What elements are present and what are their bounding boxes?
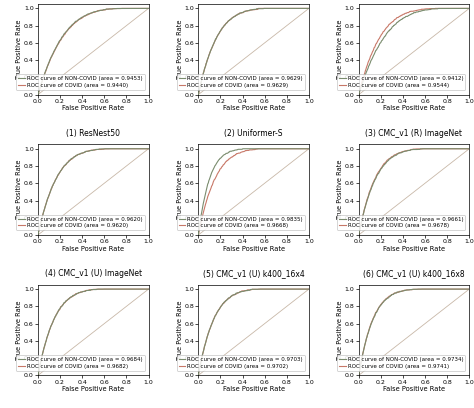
Legend: ROC curve of NON-COVID (area = 0.9412), ROC curve of COVID (area = 0.9544): ROC curve of NON-COVID (area = 0.9412), … <box>337 74 465 90</box>
X-axis label: False Positive Rate: False Positive Rate <box>222 246 285 252</box>
Y-axis label: True Positive Rate: True Positive Rate <box>177 20 183 79</box>
X-axis label: False Positive Rate: False Positive Rate <box>383 386 445 392</box>
Legend: ROC curve of NON-COVID (area = 0.9453), ROC curve of COVID (area = 0.9440): ROC curve of NON-COVID (area = 0.9453), … <box>16 74 145 90</box>
Y-axis label: True Positive Rate: True Positive Rate <box>337 300 343 360</box>
Text: (2) Uniformer-S: (2) Uniformer-S <box>224 129 283 138</box>
Text: (3) CMC_v1 (R) ImageNet: (3) CMC_v1 (R) ImageNet <box>365 129 463 138</box>
Text: (1) ResNest50: (1) ResNest50 <box>66 129 120 138</box>
Text: (4) CMC_v1 (U) ImageNet: (4) CMC_v1 (U) ImageNet <box>45 269 142 278</box>
Y-axis label: True Positive Rate: True Positive Rate <box>337 20 343 79</box>
Legend: ROC curve of NON-COVID (area = 0.9703), ROC curve of COVID (area = 0.9702): ROC curve of NON-COVID (area = 0.9703), … <box>177 355 305 371</box>
X-axis label: False Positive Rate: False Positive Rate <box>222 386 285 392</box>
Y-axis label: True Positive Rate: True Positive Rate <box>177 160 183 220</box>
Y-axis label: True Positive Rate: True Positive Rate <box>17 300 22 360</box>
Legend: ROC curve of NON-COVID (area = 0.9661), ROC curve of COVID (area = 0.9678): ROC curve of NON-COVID (area = 0.9661), … <box>337 215 465 231</box>
X-axis label: False Positive Rate: False Positive Rate <box>222 105 285 111</box>
Legend: ROC curve of NON-COVID (area = 0.9620), ROC curve of COVID (area = 0.9620): ROC curve of NON-COVID (area = 0.9620), … <box>16 215 145 231</box>
Legend: ROC curve of NON-COVID (area = 0.9629), ROC curve of COVID (area = 0.9629): ROC curve of NON-COVID (area = 0.9629), … <box>177 74 305 90</box>
Text: (6) CMC_v1 (U) k400_16x8: (6) CMC_v1 (U) k400_16x8 <box>363 269 465 278</box>
X-axis label: False Positive Rate: False Positive Rate <box>383 105 445 111</box>
Y-axis label: True Positive Rate: True Positive Rate <box>177 300 183 360</box>
Y-axis label: True Positive Rate: True Positive Rate <box>17 20 22 79</box>
Text: (5) CMC_v1 (U) k400_16x4: (5) CMC_v1 (U) k400_16x4 <box>203 269 304 278</box>
X-axis label: False Positive Rate: False Positive Rate <box>62 246 124 252</box>
Y-axis label: True Positive Rate: True Positive Rate <box>337 160 343 220</box>
X-axis label: False Positive Rate: False Positive Rate <box>383 246 445 252</box>
X-axis label: False Positive Rate: False Positive Rate <box>62 386 124 392</box>
Y-axis label: True Positive Rate: True Positive Rate <box>17 160 22 220</box>
Legend: ROC curve of NON-COVID (area = 0.9734), ROC curve of COVID (area = 0.9741): ROC curve of NON-COVID (area = 0.9734), … <box>337 355 465 371</box>
Legend: ROC curve of NON-COVID (area = 0.9835), ROC curve of COVID (area = 0.9668): ROC curve of NON-COVID (area = 0.9835), … <box>177 215 305 231</box>
X-axis label: False Positive Rate: False Positive Rate <box>62 105 124 111</box>
Legend: ROC curve of NON-COVID (area = 0.9684), ROC curve of COVID (area = 0.9682): ROC curve of NON-COVID (area = 0.9684), … <box>16 355 145 371</box>
